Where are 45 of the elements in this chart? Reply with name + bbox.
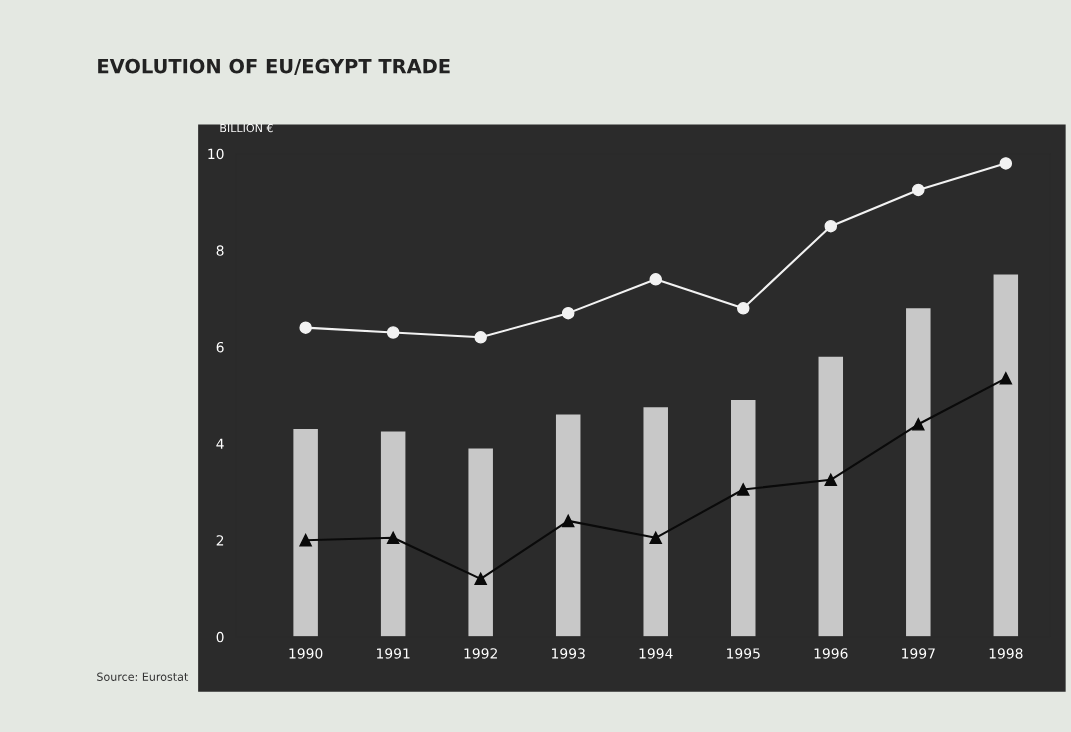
point — [649, 531, 662, 545]
point — [999, 157, 1013, 170]
point — [649, 273, 662, 286]
point — [561, 306, 575, 320]
x-tick-label: 1998 — [989, 648, 1023, 659]
bar — [380, 431, 406, 637]
x-tick-label: 1992 — [464, 648, 497, 659]
point — [299, 321, 312, 334]
bar — [731, 400, 756, 637]
point — [999, 372, 1013, 385]
point — [737, 483, 750, 496]
point — [474, 331, 487, 344]
point — [561, 514, 575, 528]
y-tick-label: 0 — [216, 631, 224, 643]
y-tick-label: 4 — [216, 438, 224, 449]
bar — [993, 274, 1019, 637]
bar — [818, 356, 844, 637]
point — [912, 183, 925, 197]
x-tick-label: 1997 — [902, 648, 935, 659]
y-axis-title: BILLION € — [220, 123, 273, 133]
point — [299, 533, 312, 547]
point — [386, 326, 400, 339]
point — [824, 219, 838, 233]
x-tick-label: 1994 — [639, 648, 673, 659]
point — [912, 418, 925, 431]
point — [737, 302, 750, 315]
x-tick-label: 1995 — [727, 648, 760, 659]
x-tick-label: 1991 — [377, 648, 410, 659]
point — [474, 572, 487, 586]
bar — [906, 308, 931, 637]
source-note: Source: Eurostat — [97, 672, 189, 681]
chart-title: EVOLUTION OF EU/EGYPT TRADE — [98, 58, 450, 75]
x-tick-label: 1990 — [289, 648, 323, 659]
x-tick-label: 1993 — [552, 648, 585, 659]
bar — [555, 414, 581, 637]
point — [386, 531, 400, 545]
bar — [643, 407, 668, 637]
bar — [293, 429, 318, 637]
point — [824, 473, 838, 487]
y-tick-label: 10 — [208, 148, 224, 160]
bar — [468, 448, 493, 637]
y-tick-label: 8 — [216, 245, 224, 256]
y-tick-label: 6 — [216, 341, 224, 353]
y-tick-label: 2 — [216, 535, 224, 546]
x-tick-label: 1996 — [814, 648, 848, 659]
